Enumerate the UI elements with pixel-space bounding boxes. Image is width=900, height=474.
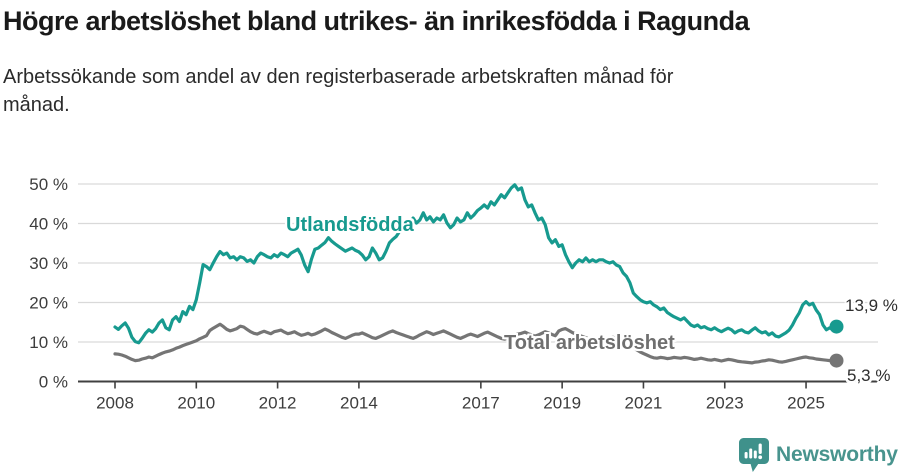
logo-bar-1 [744,451,748,458]
x-axis-tick-label: 2019 [543,394,581,413]
y-axis-tick-label: 20 % [29,294,68,313]
series-label-utlandsfodda: Utlandsfödda [286,214,414,236]
x-axis-tick-label: 2025 [787,394,825,413]
end-value-label-utlandsfodda: 13,9 % [845,296,898,315]
x-axis-tick-label: 2021 [625,394,663,413]
x-axis-tick-label: 2017 [462,394,500,413]
x-axis-tick-label: 2010 [177,394,215,413]
series-end-dot [829,353,844,368]
logo-bar-2 [749,448,753,458]
newsworthy-pin-barchart-icon [739,437,769,472]
y-axis-tick-label: 0 % [39,373,68,392]
x-axis-tick-label: 2012 [259,394,297,413]
series-line [113,322,839,365]
logo-exclamation-stem [758,443,762,454]
logo-exclamation-dot [758,454,763,459]
newsworthy-logo: Newsworthy [739,437,898,473]
series-label-total-arbetsloshet: Total arbetslöshet [504,332,675,354]
chart-subtitle: Arbetssökande som andel av den registerb… [3,66,674,116]
x-axis-tick-label: 2008 [96,394,134,413]
y-axis-tick-label: 50 % [29,175,68,194]
logo-bar-3 [753,450,757,458]
y-axis-tick-label: 10 % [29,333,68,352]
chart-title: Högre arbetslöshet bland utrikes- än inr… [3,6,750,36]
newsworthy-logo-text: Newsworthy [776,443,898,466]
x-axis-tick-label: 2023 [706,394,744,413]
y-axis-tick-label: 40 % [29,215,68,234]
end-value-label-total: 5,3 % [847,366,891,385]
y-axis-tick-label: 30 % [29,254,68,273]
x-axis-tick-label: 2014 [340,394,378,413]
series-line [113,183,839,345]
series-end-dot [829,319,844,334]
